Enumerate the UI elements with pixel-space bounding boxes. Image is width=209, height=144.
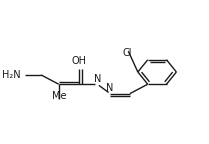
Text: OH: OH xyxy=(71,56,86,66)
Text: H₂N: H₂N xyxy=(2,70,20,80)
Text: N: N xyxy=(94,74,101,84)
Text: Me: Me xyxy=(52,91,66,101)
Text: Cl: Cl xyxy=(122,48,132,58)
Text: N: N xyxy=(106,83,114,93)
